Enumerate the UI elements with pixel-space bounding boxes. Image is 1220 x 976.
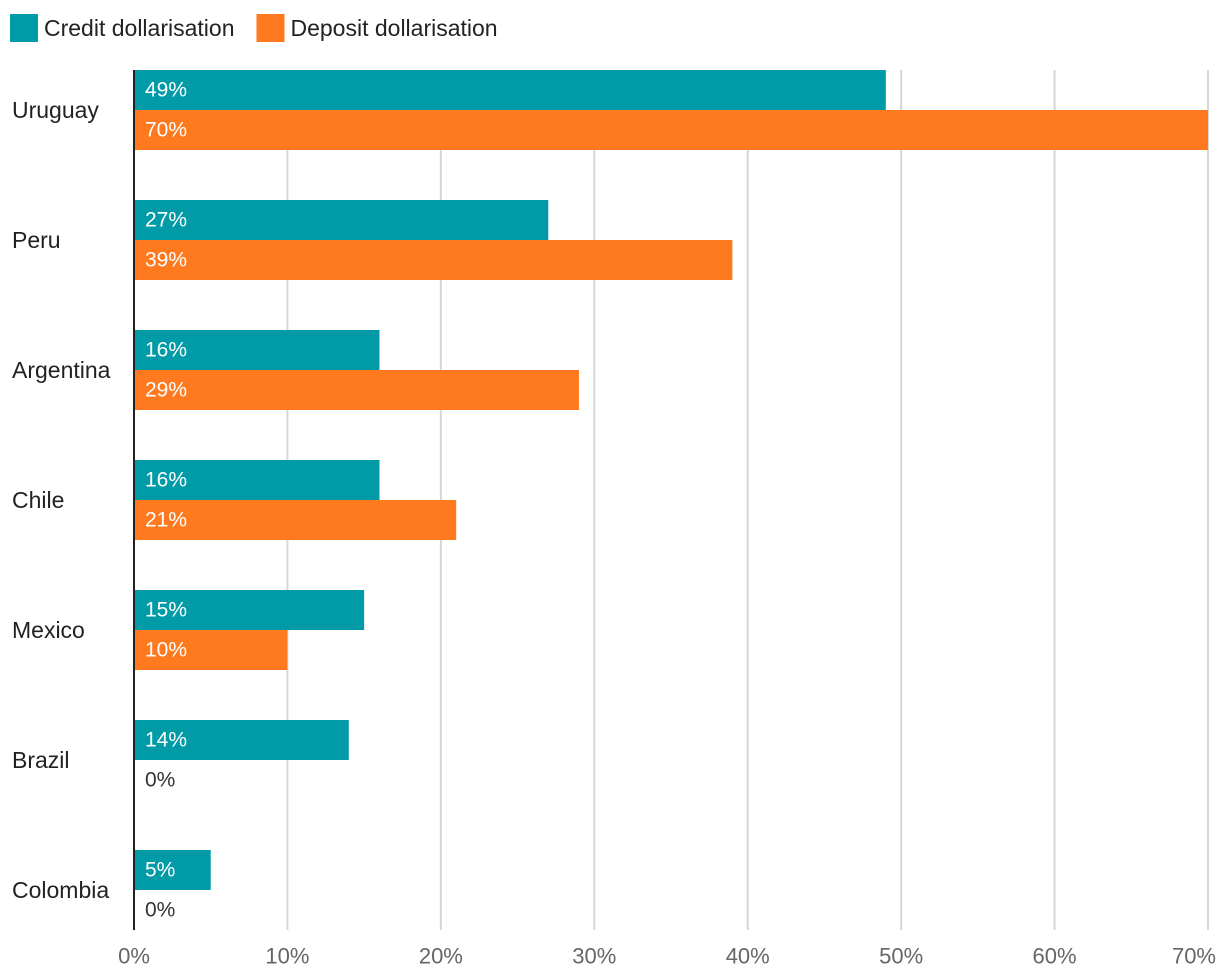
bar-label-deposit-dollarisation-mexico: 10%: [145, 639, 187, 662]
x-tick-label: 70%: [1172, 944, 1216, 969]
bar-deposit-dollarisation-uruguay: [134, 110, 1208, 150]
bar-label-credit-dollarisation-colombia: 5%: [145, 859, 175, 882]
bar-credit-dollarisation-mexico: [134, 590, 365, 630]
bar-label-deposit-dollarisation-colombia: 0%: [145, 899, 175, 922]
bar-deposit-dollarisation-argentina: [134, 370, 579, 410]
x-tick-label: 60%: [1033, 944, 1077, 969]
bar-label-deposit-dollarisation-argentina: 29%: [145, 379, 187, 402]
x-tick-label: 0%: [118, 944, 150, 969]
category-label-uruguay: Uruguay: [12, 97, 99, 123]
bar-label-credit-dollarisation-peru: 27%: [145, 209, 187, 232]
bar-label-credit-dollarisation-uruguay: 49%: [145, 79, 187, 102]
x-axis-ticks: 0% 10% 20% 30% 40% 50% 60% 70%: [118, 944, 1216, 969]
category-label-argentina: Argentina: [12, 357, 111, 383]
bar-labels: 49% 70% 27% 39% 16% 29% 16% 21% 15% 10% 14% 0% 5% 0%: [145, 79, 187, 922]
legend-swatch-deposit-dollarisation: [256, 14, 285, 42]
category-label-mexico: Mexico: [12, 617, 85, 643]
x-tick-label: 50%: [879, 944, 923, 969]
bar-label-deposit-dollarisation-peru: 39%: [145, 249, 187, 272]
x-tick-label: 30%: [572, 944, 616, 969]
category-label-brazil: Brazil: [12, 747, 70, 773]
bar-label-deposit-dollarisation-uruguay: 70%: [145, 119, 187, 142]
bar-deposit-dollarisation-peru: [134, 240, 733, 280]
legend: Credit dollarisation Deposit dollarisatio…: [10, 14, 498, 42]
legend-label-deposit-dollarisation: Deposit dollarisation: [290, 15, 497, 41]
bar-label-credit-dollarisation-argentina: 16%: [145, 339, 187, 362]
category-label-chile: Chile: [12, 487, 64, 513]
bars: [134, 70, 1208, 890]
legend-swatch-credit-dollarisation: [10, 14, 38, 42]
bar-credit-dollarisation-argentina: [134, 330, 380, 370]
bar-credit-dollarisation-uruguay: [134, 70, 886, 110]
bar-label-deposit-dollarisation-brazil: 0%: [145, 769, 175, 792]
bar-label-credit-dollarisation-chile: 16%: [145, 469, 187, 492]
bar-deposit-dollarisation-chile: [134, 500, 457, 540]
bar-credit-dollarisation-colombia: [134, 850, 211, 890]
bar-label-credit-dollarisation-brazil: 14%: [145, 729, 187, 752]
x-tick-label: 10%: [265, 944, 309, 969]
x-tick-label: 40%: [726, 944, 770, 969]
bar-credit-dollarisation-peru: [134, 200, 549, 240]
x-tick-label: 20%: [419, 944, 463, 969]
legend-label-credit-dollarisation: Credit dollarisation: [44, 15, 234, 41]
category-labels: Uruguay Peru Argentina Chile Mexico Brazil Col…: [12, 97, 111, 903]
bar-credit-dollarisation-brazil: [134, 720, 349, 760]
bar-label-credit-dollarisation-mexico: 15%: [145, 599, 187, 622]
bar-deposit-dollarisation-mexico: [134, 630, 288, 670]
category-label-peru: Peru: [12, 227, 61, 253]
category-label-colombia: Colombia: [12, 877, 109, 903]
bar-label-deposit-dollarisation-chile: 21%: [145, 509, 187, 532]
bar-credit-dollarisation-chile: [134, 460, 380, 500]
